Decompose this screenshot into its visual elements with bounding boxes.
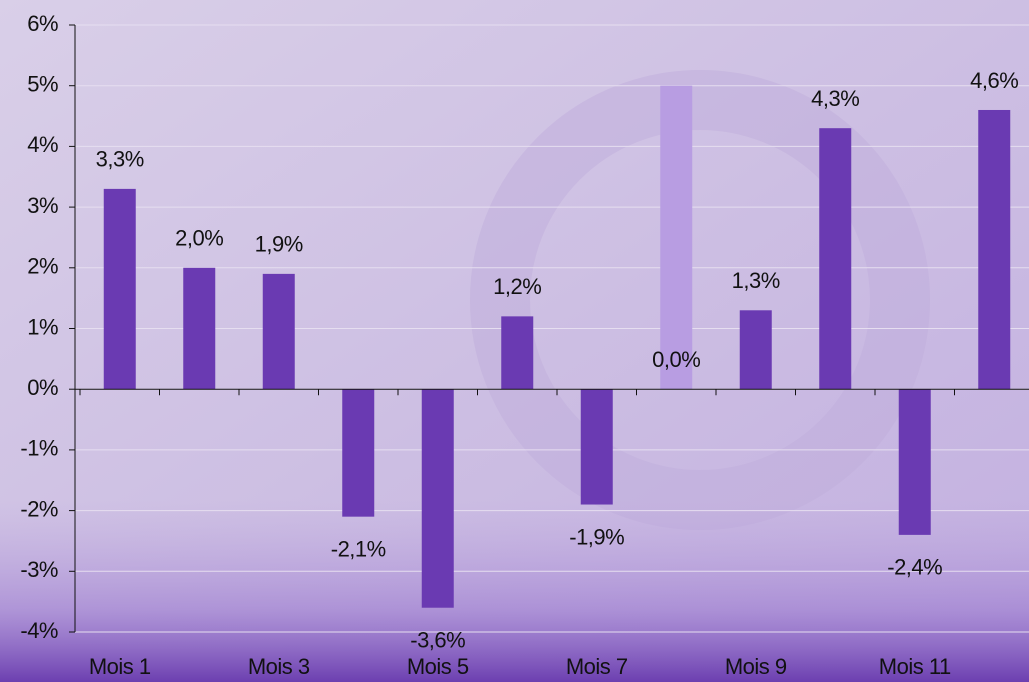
value-label: 1,3% bbox=[732, 268, 780, 293]
bar bbox=[978, 110, 1010, 389]
bar bbox=[740, 310, 772, 389]
bar bbox=[899, 389, 931, 535]
y-tick-label: 3% bbox=[27, 193, 58, 218]
y-tick-label: -4% bbox=[20, 618, 58, 643]
value-label: 2,0% bbox=[175, 226, 223, 251]
chart: -4% -3% -2% -1% 0% 1% 2% 3% 4% 5% 6% Mois 1 Mois 3 Mo… bbox=[0, 0, 1029, 682]
y-tick-label: -3% bbox=[20, 557, 58, 582]
bar bbox=[660, 86, 692, 390]
y-tick-label: 6% bbox=[27, 11, 58, 36]
bar bbox=[342, 389, 374, 516]
y-tick-label: 4% bbox=[27, 132, 58, 157]
bar bbox=[581, 389, 613, 504]
y-tick-label: -2% bbox=[20, 496, 58, 521]
y-tick-label: -1% bbox=[20, 436, 58, 461]
value-label: 4,3% bbox=[811, 86, 859, 111]
bar bbox=[501, 316, 533, 389]
value-label: 1,9% bbox=[255, 232, 303, 257]
value-label: -1,9% bbox=[569, 524, 624, 549]
value-label: 3,3% bbox=[96, 147, 144, 172]
value-label: -3,6% bbox=[410, 628, 465, 653]
y-tick-label: 5% bbox=[27, 72, 58, 97]
value-label: 0,0% bbox=[652, 347, 700, 372]
value-label: 4,6% bbox=[970, 68, 1018, 93]
x-tick-label: Mois 7 bbox=[566, 654, 628, 679]
value-label: -2,4% bbox=[887, 555, 942, 580]
value-label: -2,1% bbox=[331, 536, 386, 561]
value-label: 1,2% bbox=[493, 274, 541, 299]
y-tick-label: 1% bbox=[27, 314, 58, 339]
y-tick-label: 0% bbox=[27, 375, 58, 400]
bar bbox=[819, 128, 851, 389]
bar bbox=[263, 274, 295, 389]
decoration bbox=[0, 500, 1029, 682]
x-tick-label: Mois 11 bbox=[879, 654, 951, 679]
x-tick-label: Mois 9 bbox=[725, 654, 787, 679]
bar bbox=[183, 268, 215, 389]
bar bbox=[422, 389, 454, 608]
bar bbox=[104, 189, 136, 389]
x-tick-label: Mois 5 bbox=[407, 654, 469, 679]
x-tick-label: Mois 1 bbox=[89, 654, 151, 679]
y-tick-label: 2% bbox=[27, 254, 58, 279]
x-tick-label: Mois 3 bbox=[248, 654, 310, 679]
